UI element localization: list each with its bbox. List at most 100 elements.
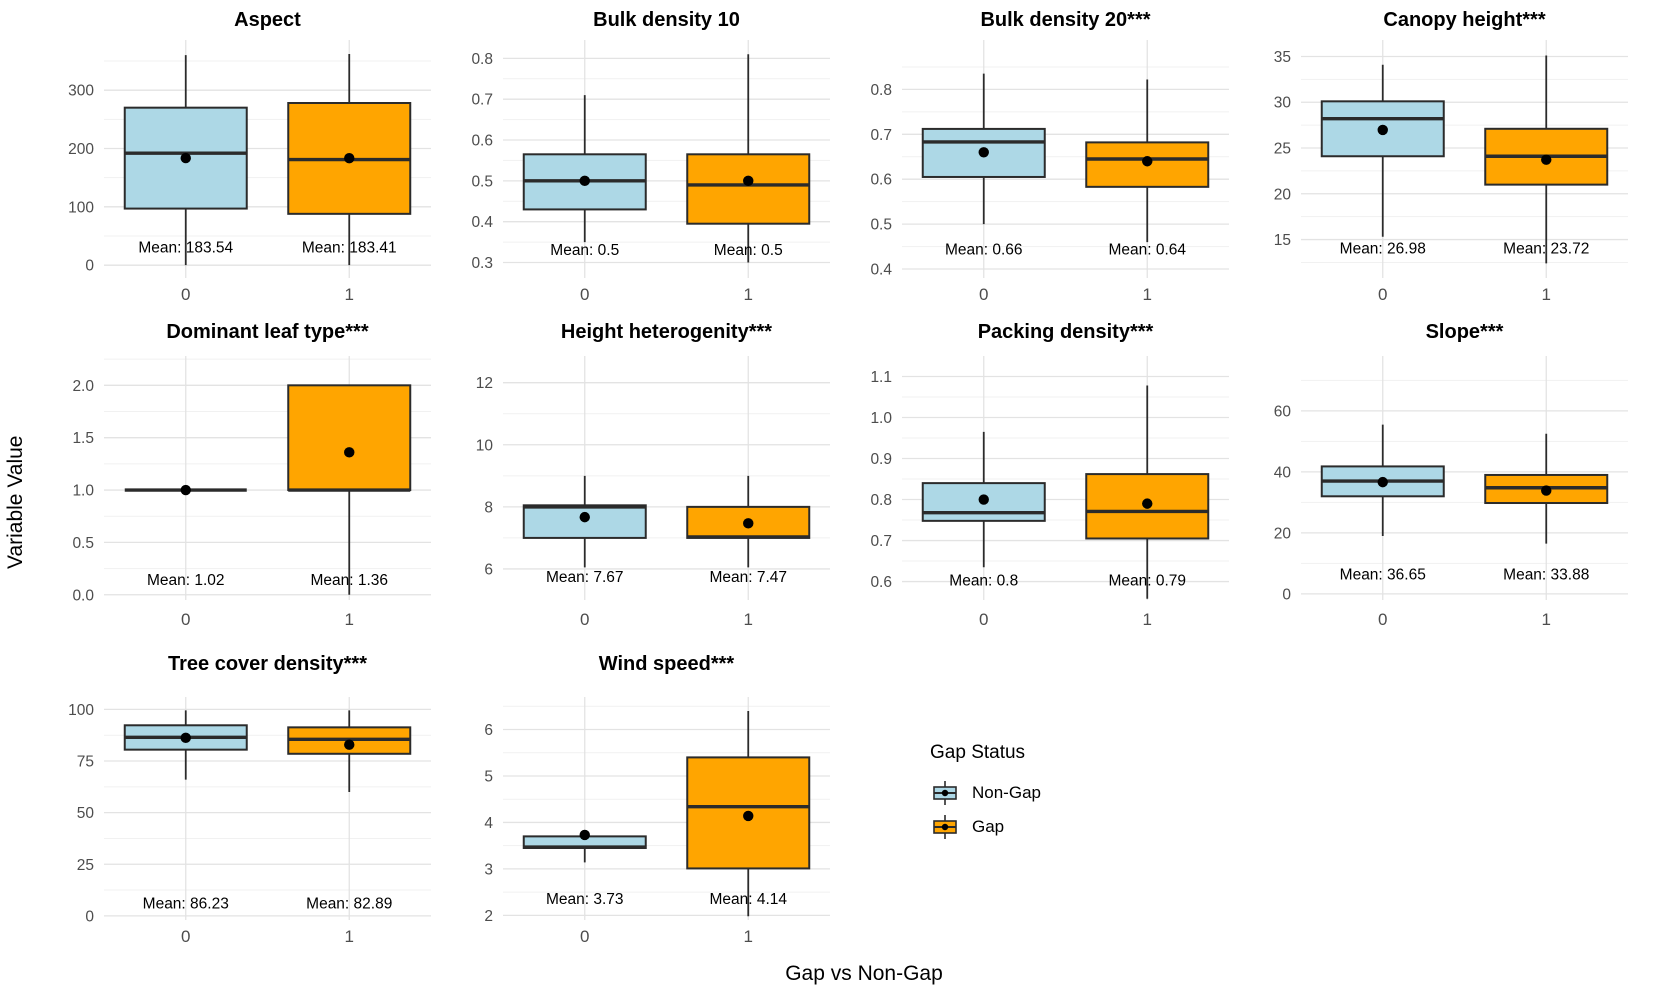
- mean-label: Mean: 36.65: [1340, 567, 1426, 584]
- mean-dot: [743, 518, 754, 529]
- mean-label: Mean: 7.47: [709, 569, 787, 586]
- y-tick-label: 75: [77, 754, 94, 771]
- y-tick-label: 60: [1274, 403, 1292, 420]
- box-non-gap: [921, 482, 1046, 522]
- y-tick-label: 2.0: [72, 378, 94, 395]
- mean-label: Mean: 183.54: [138, 240, 233, 257]
- mean-label: Mean: 26.98: [1340, 241, 1426, 258]
- panel-wind-speed: Mean: 3.73 Mean: 4.14 2 3 4 5 6 0 1 Wind speed***: [484, 653, 830, 946]
- panel-packing-density: Mean: 0.8 Mean: 0.79 0.6 0.7 0.8 0.9 1.0 1.1 0 1 P…: [870, 321, 1229, 629]
- mean-label: Mean: 23.72: [1503, 241, 1589, 258]
- y-tick-label: 0: [85, 258, 94, 275]
- x-tick-label: 1: [1143, 610, 1152, 629]
- panel-title: Packing density***: [978, 321, 1154, 343]
- mean-label: Mean: 4.14: [709, 891, 787, 908]
- y-tick-label: 0.4: [870, 262, 892, 279]
- y-tick-label: 0: [1282, 586, 1291, 603]
- mean-dot: [579, 175, 590, 187]
- y-tick-label: 3: [484, 861, 493, 878]
- y-tick-label: 8: [484, 499, 493, 516]
- box-gap: [686, 505, 811, 539]
- x-tick-label: 1: [744, 285, 753, 304]
- legend-item-gap: Gap: [930, 810, 1041, 844]
- y-tick-label: 1.1: [870, 369, 892, 386]
- y-tick-label: 25: [77, 857, 94, 874]
- panel-grid: Mean: 183.54 Mean: 183.41 0 100 200 300 0 1 Aspe…: [38, 0, 1654, 960]
- legend-item-non-gap: Non-Gap: [930, 776, 1041, 810]
- mean-label: Mean: 0.66: [945, 242, 1023, 259]
- panel-title: Wind speed***: [599, 653, 735, 675]
- y-tick-label: 0.5: [870, 217, 892, 234]
- boxplot-key-icon: [933, 781, 957, 805]
- legend-title: Gap Status: [930, 742, 1026, 763]
- mean-dot: [1377, 124, 1388, 136]
- panel-title: Bulk density 10: [593, 9, 740, 31]
- mean-dot: [344, 739, 355, 750]
- y-tick-label: 0.4: [471, 214, 493, 231]
- y-tick-label: 0.8: [870, 82, 892, 99]
- y-tick-label: 200: [68, 141, 94, 158]
- y-tick-label: 100: [68, 199, 94, 216]
- x-tick-label: 0: [979, 285, 988, 304]
- y-tick-label: 1.5: [72, 430, 94, 447]
- mean-label: Mean: 33.88: [1503, 567, 1589, 584]
- y-tick-label: 4: [484, 815, 493, 832]
- x-tick-label: 0: [1378, 610, 1387, 629]
- y-tick-label: 300: [68, 83, 94, 100]
- box-gap: [1085, 473, 1210, 540]
- y-tick-label: 12: [476, 375, 493, 392]
- mean-dot: [344, 447, 355, 458]
- panel-bulk-density-10: Mean: 0.5 Mean: 0.5 0.3 0.4 0.5 0.6 0.7 0.8 0 1 Bu…: [471, 9, 830, 304]
- x-tick-label: 1: [1143, 285, 1152, 304]
- mean-label: Mean: 7.67: [546, 569, 624, 586]
- panel-tree-cover-density: Mean: 86.23 Mean: 82.89 0 25 50 75 100 0 1 Tree c…: [68, 653, 431, 946]
- x-tick-label: 0: [1378, 285, 1387, 304]
- mean-label: Mean: 0.5: [550, 242, 619, 259]
- mean-label: Mean: 82.89: [306, 895, 392, 912]
- panel-title: Dominant leaf type***: [166, 321, 368, 343]
- x-tick-label: 0: [181, 927, 190, 946]
- mean-label: Mean: 1.02: [147, 572, 225, 589]
- panel-dominant-leaf-type: Mean: 1.02 Mean: 1.36 0.0 0.5 1.0 1.5 2.0 0 1 Dom…: [72, 321, 431, 629]
- mean-dot: [743, 810, 754, 822]
- y-tick-label: 0.3: [471, 255, 493, 272]
- x-tick-label: 0: [580, 927, 589, 946]
- panel-title: Tree cover density***: [168, 653, 367, 675]
- y-tick-label: 6: [484, 722, 493, 739]
- y-axis-title: Variable Value: [4, 435, 27, 570]
- y-tick-label: 0.5: [72, 535, 94, 552]
- x-tick-label: 0: [580, 285, 589, 304]
- panel-title: Height heterogenity***: [561, 321, 772, 343]
- x-tick-label: 1: [345, 610, 354, 629]
- mean-label: Mean: 0.5: [714, 242, 783, 259]
- y-tick-label: 35: [1274, 49, 1291, 66]
- y-tick-label: 50: [77, 805, 95, 822]
- mean-dot: [180, 732, 191, 744]
- panel-title: Bulk density 20***: [980, 9, 1150, 31]
- x-axis-title: Gap vs Non-Gap: [785, 962, 943, 985]
- panel-canopy-height: Mean: 26.98 Mean: 23.72 15 20 25 30 35 0 1 Canopy…: [1274, 9, 1628, 304]
- y-tick-label: 0.8: [870, 492, 892, 509]
- mean-dot: [1541, 485, 1552, 496]
- y-tick-label: 0.6: [471, 133, 493, 150]
- mean-dot: [1541, 154, 1552, 165]
- y-tick-label: 10: [476, 437, 494, 454]
- y-tick-label: 0.6: [870, 574, 892, 591]
- y-tick-label: 5: [484, 768, 493, 785]
- x-tick-label: 1: [345, 285, 354, 304]
- y-tick-label: 1.0: [72, 483, 94, 500]
- mean-dot: [344, 152, 355, 164]
- y-tick-label: 20: [1274, 525, 1292, 542]
- mean-dot: [978, 147, 989, 158]
- y-tick-label: 1.0: [870, 410, 892, 427]
- mean-dot: [180, 152, 191, 164]
- y-tick-label: 0: [85, 908, 94, 925]
- x-tick-label: 0: [181, 285, 190, 304]
- mean-dot: [1142, 156, 1153, 167]
- mean-dot: [1142, 498, 1153, 509]
- mean-label: Mean: 0.64: [1108, 242, 1186, 259]
- x-tick-label: 1: [1542, 610, 1551, 629]
- legend-item-label: Non-Gap: [972, 783, 1041, 802]
- mean-dot: [743, 175, 754, 187]
